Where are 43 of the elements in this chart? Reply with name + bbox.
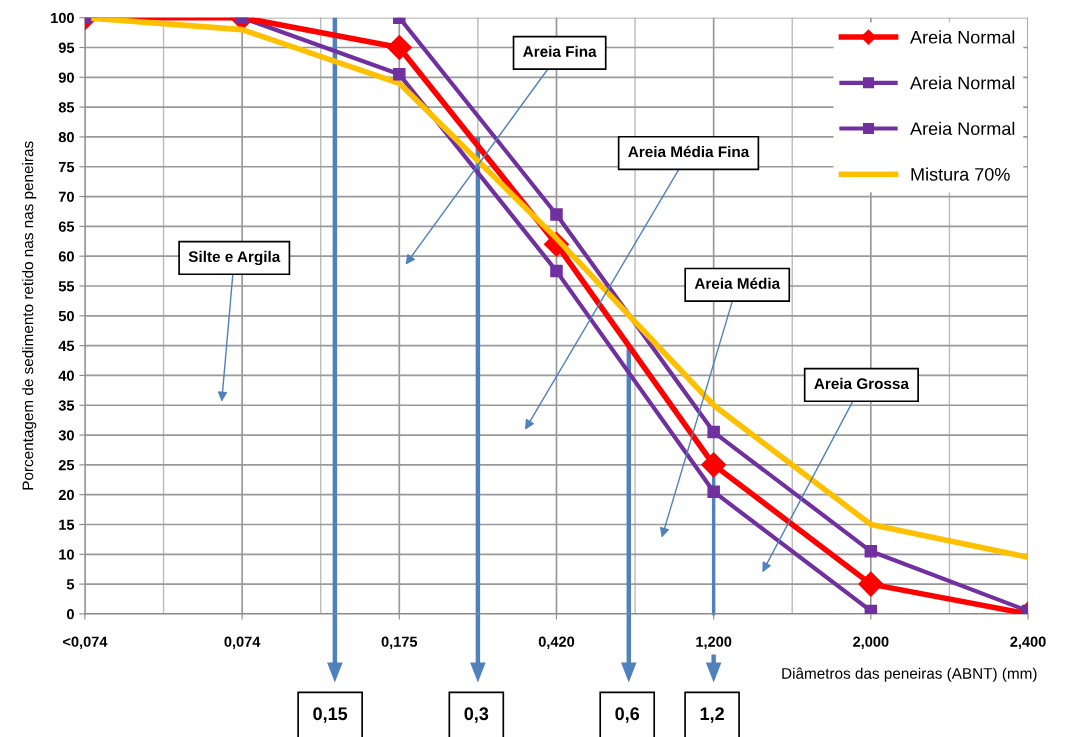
y-tick-label: 20 xyxy=(58,489,74,501)
y-tick-label: 25 xyxy=(58,459,75,471)
y-tick-label: 0 xyxy=(66,609,74,620)
y-axis-title: Porcentagem de sedimento retido nas nas peneiras xyxy=(22,141,37,490)
y-tick-label: 40 xyxy=(58,370,74,381)
x-tick-label: 1,200 xyxy=(696,636,732,649)
y-tick-label: 30 xyxy=(58,430,74,441)
annotation: Areia Fina xyxy=(523,45,597,57)
y-tick-label: 75 xyxy=(58,162,75,173)
y-tick-label: 55 xyxy=(58,281,75,292)
annotation: Silte e Argila xyxy=(188,250,281,266)
y-tick-label: 45 xyxy=(58,340,75,352)
legend-label: Areia Normal xyxy=(910,30,1015,44)
text: 1,2 xyxy=(700,707,724,723)
y-tick-label: 65 xyxy=(58,221,75,232)
x-axis-title: Diâmetros das peneiras (ABNT) (mm) xyxy=(782,667,1037,682)
y-tick-label: 95 xyxy=(58,42,75,53)
legend-label: Areia Normal xyxy=(910,121,1015,136)
x-tick-label: 0,074 xyxy=(224,636,261,649)
y-tick-label: 85 xyxy=(58,102,75,113)
x-tick-label: 2,000 xyxy=(853,636,889,649)
y-tick-label: 15 xyxy=(59,519,75,530)
y-tick-label: 100 xyxy=(51,12,74,24)
x-tick-label: <0,074 xyxy=(63,636,108,649)
text: 0,15 xyxy=(313,707,348,723)
y-tick-label: 90 xyxy=(58,72,74,83)
y-tick-label: 35 xyxy=(58,400,75,411)
text: 0,3 xyxy=(464,707,489,723)
y-tick-label: 60 xyxy=(58,251,74,262)
x-tick-label: 0,175 xyxy=(381,636,418,649)
y-tick-label: 50 xyxy=(58,310,74,322)
y-tick-label: 70 xyxy=(58,191,74,202)
annotation: Areia Grossa xyxy=(814,377,910,390)
x-tick-label: 0,420 xyxy=(538,636,575,649)
annotation: Areia Média xyxy=(694,277,781,289)
legend-label: Areia Normal xyxy=(910,76,1015,90)
y-tick-label: 80 xyxy=(58,132,74,143)
x-tick-label: 2,400 xyxy=(1010,636,1046,649)
annotation: Areia Média Fina xyxy=(628,145,750,158)
legend-label: Mistura 70% xyxy=(911,167,1010,181)
text: 0,6 xyxy=(615,707,640,723)
y-tick-label: 10 xyxy=(59,549,74,560)
y-tick-label: 5 xyxy=(66,579,75,590)
